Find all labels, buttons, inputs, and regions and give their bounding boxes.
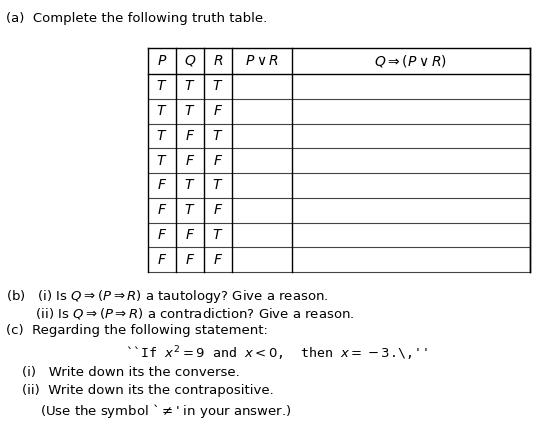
- Text: (b)   (i) Is $Q \Rightarrow (P \Rightarrow R)$ a tautology? Give a reason.: (b) (i) Is $Q \Rightarrow (P \Rightarrow…: [6, 288, 328, 305]
- Text: (i)   Write down its the converse.: (i) Write down its the converse.: [22, 366, 240, 379]
- Text: $T$: $T$: [184, 79, 196, 93]
- Text: $P \vee R$: $P \vee R$: [245, 54, 279, 68]
- Text: $F$: $F$: [157, 178, 167, 192]
- Text: $P$: $P$: [157, 54, 167, 68]
- Text: $F$: $F$: [213, 104, 223, 118]
- Text: $F$: $F$: [157, 228, 167, 242]
- Text: $F$: $F$: [185, 154, 195, 168]
- Text: $F$: $F$: [185, 253, 195, 267]
- Text: $Q$: $Q$: [184, 53, 196, 69]
- Text: (ii)  Write down its the contrapositive.: (ii) Write down its the contrapositive.: [22, 384, 274, 397]
- Text: $T$: $T$: [156, 154, 168, 168]
- Text: ``If $x^2 = 9$ and $x < 0$,  then $x = -3$.\,'': ``If $x^2 = 9$ and $x < 0$, then $x = -3…: [125, 344, 427, 363]
- Text: $T$: $T$: [156, 129, 168, 143]
- Text: $R$: $R$: [213, 54, 223, 68]
- Text: $F$: $F$: [213, 203, 223, 217]
- Text: $T$: $T$: [156, 104, 168, 118]
- Text: $T$: $T$: [213, 129, 224, 143]
- Text: $T$: $T$: [184, 203, 196, 217]
- Text: (Use the symbol `$\neq$' in your answer.): (Use the symbol `$\neq$' in your answer.…: [40, 402, 291, 420]
- Text: (ii) Is $Q \Rightarrow (P \Rightarrow R)$ a contradiction? Give a reason.: (ii) Is $Q \Rightarrow (P \Rightarrow R)…: [6, 306, 354, 321]
- Text: $F$: $F$: [213, 253, 223, 267]
- Text: (a)  Complete the following truth table.: (a) Complete the following truth table.: [6, 12, 267, 25]
- Text: $T$: $T$: [184, 178, 196, 192]
- Text: $F$: $F$: [157, 253, 167, 267]
- Text: $F$: $F$: [185, 129, 195, 143]
- Text: $F$: $F$: [157, 203, 167, 217]
- Text: (c)  Regarding the following statement:: (c) Regarding the following statement:: [6, 324, 268, 337]
- Text: $Q \Rightarrow (P \vee R)$: $Q \Rightarrow (P \vee R)$: [374, 53, 448, 69]
- Text: $T$: $T$: [213, 79, 224, 93]
- Text: $T$: $T$: [213, 178, 224, 192]
- Text: $T$: $T$: [213, 228, 224, 242]
- Text: $F$: $F$: [213, 154, 223, 168]
- Text: $F$: $F$: [185, 228, 195, 242]
- Text: $T$: $T$: [156, 79, 168, 93]
- Text: $T$: $T$: [184, 104, 196, 118]
